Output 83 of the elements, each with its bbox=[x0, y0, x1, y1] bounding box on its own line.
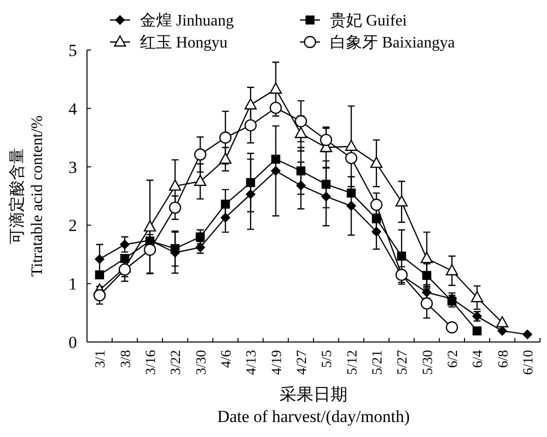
point bbox=[93, 289, 106, 302]
point bbox=[271, 154, 280, 164]
point bbox=[94, 254, 105, 264]
point bbox=[219, 152, 232, 164]
point bbox=[496, 316, 508, 328]
point bbox=[420, 252, 433, 264]
point bbox=[320, 134, 332, 146]
point bbox=[196, 232, 205, 242]
point bbox=[422, 270, 432, 280]
point bbox=[144, 244, 156, 256]
point bbox=[244, 98, 257, 110]
x-tick-label: 6/8 bbox=[496, 350, 512, 368]
point bbox=[472, 326, 482, 336]
point bbox=[246, 189, 256, 200]
point bbox=[420, 297, 433, 310]
point bbox=[395, 195, 408, 206]
point bbox=[270, 102, 282, 114]
x-tick-label: 4/19 bbox=[270, 350, 285, 375]
point bbox=[345, 152, 358, 164]
point bbox=[168, 179, 182, 191]
x-tick-label: 3/8 bbox=[118, 350, 134, 368]
x-tick-label: 4/13 bbox=[244, 350, 260, 375]
point bbox=[296, 166, 306, 176]
point bbox=[120, 239, 130, 250]
x-tick-label: 5/21 bbox=[370, 350, 386, 375]
x-tick-label: 3/30 bbox=[194, 350, 210, 375]
point bbox=[120, 254, 130, 263]
y-tick-label: 4 bbox=[68, 99, 78, 118]
y-tick-label: 1 bbox=[68, 274, 77, 294]
point bbox=[446, 264, 458, 276]
x-tick-label: 3/16 bbox=[144, 350, 159, 375]
point bbox=[446, 321, 458, 334]
point bbox=[321, 192, 332, 202]
x-tick-label: 6/10 bbox=[521, 350, 536, 375]
x-tick-label: 5/5 bbox=[320, 350, 336, 368]
legend-label: 金煌 Jinhuang bbox=[140, 12, 234, 30]
point bbox=[219, 132, 232, 144]
point bbox=[144, 220, 156, 232]
point bbox=[244, 119, 257, 132]
legend-label: 白象牙 Baixiangya bbox=[330, 34, 455, 52]
point bbox=[95, 270, 104, 280]
x-tick-label: 5/12 bbox=[345, 350, 360, 375]
point bbox=[118, 263, 131, 276]
point bbox=[194, 174, 206, 186]
point bbox=[294, 115, 308, 128]
y-tick-label: 3 bbox=[68, 158, 77, 177]
point bbox=[370, 198, 383, 211]
x-axis-title: 采果日期 Date of harvest/(day/month) bbox=[217, 385, 410, 426]
y-tick-label: 2 bbox=[68, 216, 77, 236]
point bbox=[270, 166, 281, 176]
y-tick-label: 0 bbox=[68, 332, 77, 352]
point bbox=[470, 291, 484, 302]
point bbox=[194, 148, 206, 161]
point bbox=[345, 140, 358, 151]
point bbox=[497, 326, 508, 336]
x-tick-label: 4/27 bbox=[294, 350, 310, 375]
point bbox=[168, 202, 182, 214]
legend-label: 红玉 Hongyu bbox=[140, 34, 228, 52]
point bbox=[346, 188, 356, 198]
point bbox=[522, 329, 532, 340]
x-tick-label: 5/27 bbox=[396, 350, 411, 375]
point bbox=[322, 180, 331, 189]
x-tick-label: 3/1 bbox=[94, 350, 109, 368]
point bbox=[296, 180, 306, 190]
y-axis-title: 可滴定酸含量 Titratable acid content/% bbox=[8, 115, 46, 277]
point bbox=[170, 244, 180, 254]
point bbox=[246, 178, 256, 188]
point bbox=[270, 82, 282, 94]
x-tick-label: 4/6 bbox=[219, 350, 234, 368]
point bbox=[372, 214, 381, 224]
point bbox=[220, 200, 230, 209]
x-tick-label: 3/22 bbox=[169, 350, 184, 375]
legend-label: 贵妃 Guifei bbox=[330, 12, 408, 30]
x-tick-label: 5/30 bbox=[420, 350, 436, 375]
point bbox=[397, 252, 406, 261]
y-tick-label: 5 bbox=[68, 40, 77, 60]
point bbox=[370, 156, 383, 168]
x-tick-label: 6/4 bbox=[471, 350, 486, 368]
point bbox=[294, 126, 308, 138]
point bbox=[371, 226, 382, 237]
point bbox=[220, 212, 230, 223]
point bbox=[346, 200, 356, 211]
x-tick-label: 6/2 bbox=[446, 350, 461, 368]
